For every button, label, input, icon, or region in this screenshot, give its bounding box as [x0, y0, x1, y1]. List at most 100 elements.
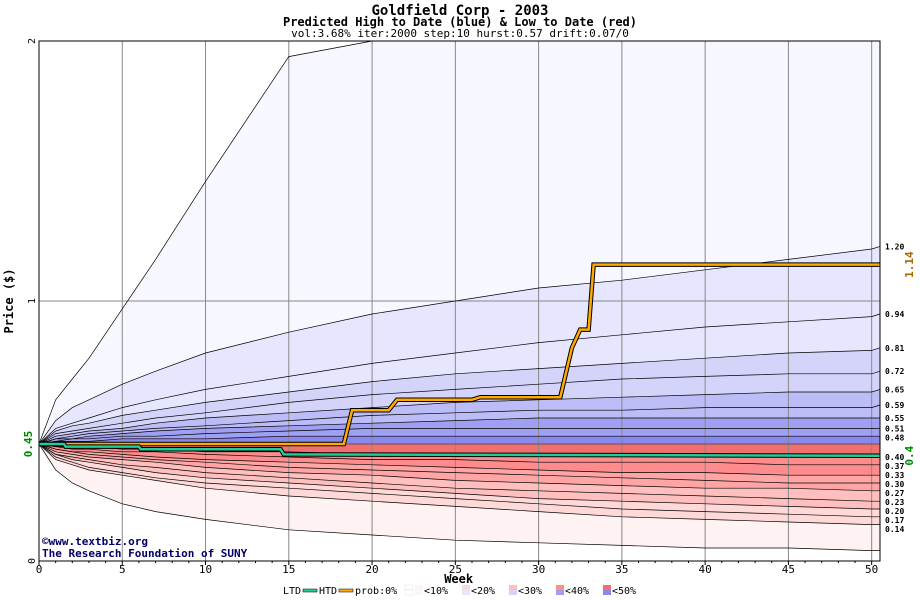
quantile-label: 0.59: [885, 401, 904, 410]
watermark-url: ©www.textbiz.org: [42, 535, 148, 548]
labels: 0.451.140.41.200.940.810.720.650.590.550…: [22, 242, 916, 560]
legend: LTD HTD prob:0% <10% <20% <30% <40% <50%: [283, 584, 636, 597]
lower-band: [39, 444, 880, 525]
low-to-date-label: 0.4: [903, 445, 916, 465]
x-tick-label: 20: [365, 563, 378, 576]
upper-band: [39, 371, 880, 444]
upper-band: [39, 418, 880, 444]
upper-band: [39, 405, 880, 444]
quantile-label: 0.65: [885, 385, 904, 394]
legend-swatch-red: [556, 585, 564, 590]
legend-htd-label: HTD: [319, 586, 337, 597]
lower-band: [39, 444, 880, 517]
quantile-line: [38, 428, 880, 445]
quantile-line: [38, 443, 880, 551]
quantile-line: [38, 370, 881, 445]
quantile-label: 0.81: [885, 344, 904, 353]
high-to-date-label: 1.14: [903, 251, 916, 278]
watermark-org: The Research Foundation of SUNY: [42, 547, 248, 560]
x-axis-label: Week: [444, 572, 474, 586]
legend-swatch-blue: [556, 590, 564, 595]
quantile-label: 0.23: [885, 498, 904, 507]
lower-band: [39, 444, 880, 476]
price-series: [39, 262, 881, 458]
quantile-label: 0.14: [885, 525, 904, 534]
start-price-label: 0.45: [22, 431, 35, 458]
y-tick-label: 0: [27, 558, 38, 564]
legend-swatch-red: [462, 585, 470, 590]
quantile-line: [38, 435, 880, 445]
legend-swatch-blue: [462, 590, 470, 595]
legend-prob-label: prob:0%: [355, 586, 397, 597]
chart-parameters: vol:3.68% iter:2000 step:10 hurst:0.57 d…: [291, 27, 629, 40]
upper-band: [39, 389, 880, 444]
quantile-label: 0.27: [885, 489, 904, 498]
quantile-label: 0.51: [885, 424, 904, 433]
quantile-line: [38, 443, 880, 525]
quantile-label: 0.30: [885, 480, 904, 489]
plot-frame: [38, 40, 881, 562]
lower-band: [39, 444, 880, 551]
lower-band: [39, 444, 880, 483]
legend-ltd-label: LTD: [283, 586, 301, 597]
x-tick-label: 5: [119, 563, 126, 576]
quantile-label: 0.94: [885, 310, 904, 319]
legend-item-label: <20%: [471, 586, 495, 597]
quantile-label: 0.55: [885, 414, 904, 423]
quantile-lines: [38, 40, 881, 551]
quantile-line: [38, 443, 880, 492]
quantile-line: [38, 443, 880, 484]
upper-band: [39, 314, 880, 444]
x-tick-label: 30: [532, 563, 545, 576]
x-tick-label: 35: [615, 563, 628, 576]
x-tick-label: 15: [282, 563, 295, 576]
y-axis-label: Price ($): [2, 268, 16, 333]
legend-swatch-blue: [404, 589, 414, 596]
legend-swatch-blue: [415, 590, 423, 595]
quantile-line: [38, 443, 880, 502]
quantile-label: 0.20: [885, 507, 904, 516]
x-tick-label: 50: [865, 563, 878, 576]
quantile-label: 1.20: [885, 242, 904, 251]
upper-band: [39, 246, 880, 444]
quantile-line: [38, 313, 881, 445]
legend-item-label: <10%: [424, 586, 448, 597]
ltd-series-line: [39, 442, 881, 457]
upper-band: [39, 41, 880, 444]
legend-swatch-red: [404, 584, 414, 591]
quantile-line: [38, 443, 880, 476]
legend-swatch-blue: [603, 590, 611, 595]
quantile-label: 0.40: [885, 453, 904, 462]
y-tick-label: 1: [27, 298, 38, 304]
x-tick-label: 0: [36, 563, 43, 576]
quantile-line: [38, 347, 881, 445]
grid-lines: [39, 41, 880, 561]
chart-title: Goldfield Corp - 2003: [371, 3, 549, 19]
legend-item-label: <50%: [612, 586, 636, 597]
quantile-label: 0.48: [885, 433, 904, 442]
quantile-line: [38, 417, 880, 445]
quantile-line: [38, 404, 881, 445]
x-tick-label: 25: [449, 563, 462, 576]
quantile-label: 0.17: [885, 516, 904, 525]
quantile-label: 0.72: [885, 367, 904, 376]
lower-band: [39, 444, 880, 509]
legend-item-label: <30%: [518, 586, 542, 597]
axes: 0 5 10 15 20 25 30 35 40 45 50 0 1 2 Week Price ($): [2, 38, 881, 586]
chart-subtitle: Predicted High to Date (blue) & Low to D…: [282, 15, 637, 29]
legend-item-label: <40%: [565, 586, 589, 597]
legend-swatch-red: [509, 585, 517, 590]
upper-band: [39, 347, 880, 444]
x-tick-label: 40: [699, 563, 712, 576]
x-tick-label: 10: [199, 563, 212, 576]
htd-series-line: [39, 263, 880, 446]
legend-htd-swatch: [338, 588, 354, 593]
quantile-label: 0.33: [885, 471, 904, 480]
x-tick-label: 45: [782, 563, 795, 576]
quantile-line: [38, 443, 880, 518]
y-tick-label: 2: [27, 38, 38, 44]
legend-swatch-blue: [509, 590, 517, 595]
quantile-line: [38, 389, 881, 445]
quantile-label: 0.37: [885, 462, 904, 471]
